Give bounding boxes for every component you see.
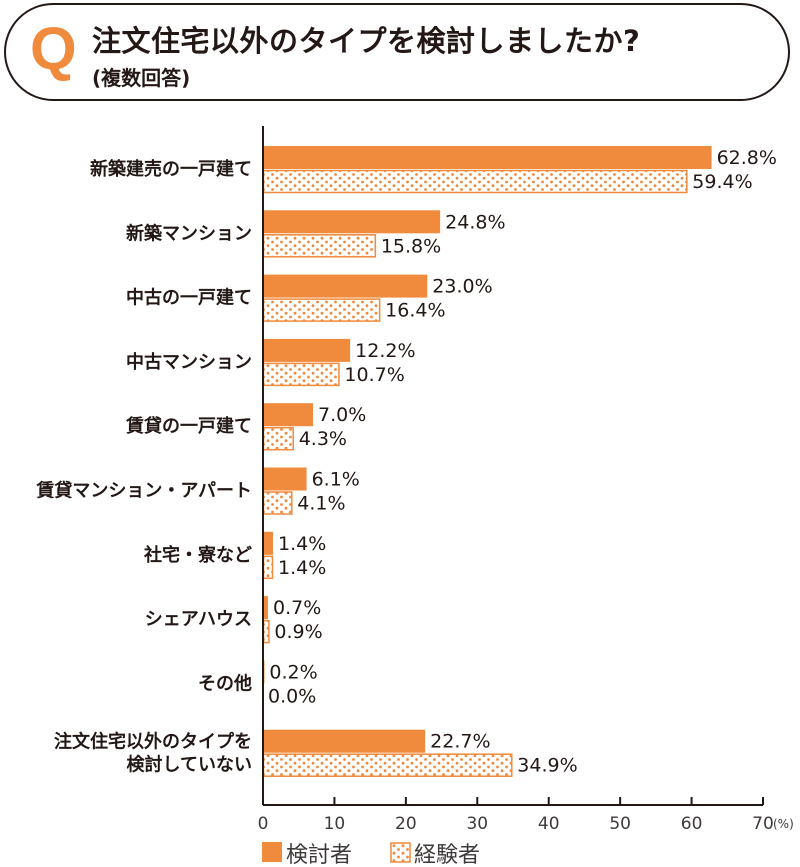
legend-swatch-dotted <box>390 842 411 863</box>
bar-検討者 <box>263 596 268 620</box>
x-tick-label: 40 <box>538 814 560 834</box>
category-label: 社宅・寮など <box>144 544 252 566</box>
value-label: 0.9% <box>274 621 322 643</box>
x-axis-unit: (%) <box>773 817 794 831</box>
category-label: 新築建売の一戸建て <box>90 158 252 180</box>
value-label: 62.8% <box>717 147 777 169</box>
category-label: 新築マンション <box>126 222 252 244</box>
value-label: 6.1% <box>312 469 360 491</box>
bar-経験者 <box>262 362 340 387</box>
value-label: 0.2% <box>269 661 317 683</box>
value-label: 4.3% <box>299 428 347 450</box>
bar-検討者 <box>263 403 313 427</box>
bar-経験者 <box>262 555 274 580</box>
value-label: 0.7% <box>273 597 321 619</box>
question-subtitle: (複数回答) <box>92 66 191 90</box>
category-label: シェアハウス <box>145 609 252 630</box>
bar-検討者 <box>263 729 426 753</box>
category-label: その他 <box>198 672 252 694</box>
bar-検討者 <box>263 274 428 298</box>
value-label: 1.4% <box>278 557 326 579</box>
question-title: 注文住宅以外のタイプを検討しましたか? <box>92 24 641 58</box>
x-tick-label: 50 <box>609 814 631 834</box>
value-label: 1.4% <box>278 533 326 555</box>
x-tick-label: 0 <box>258 814 269 834</box>
value-label: 7.0% <box>318 404 366 426</box>
bar-経験者 <box>262 169 688 194</box>
question-mark-q: Q <box>30 15 77 82</box>
bar-検討者 <box>263 146 712 169</box>
value-label: 16.4% <box>385 300 445 322</box>
value-label: 4.1% <box>297 493 345 515</box>
bar-経験者 <box>262 619 270 644</box>
legend-label: 検討者 <box>286 843 352 867</box>
category-label: 賃貸マンション・アパート <box>35 480 252 502</box>
value-label: 34.9% <box>517 755 577 777</box>
legend-swatch-solid <box>262 842 282 862</box>
value-label: 0.0% <box>268 685 316 707</box>
bar-検討者 <box>263 338 351 362</box>
bar-経験者 <box>262 753 513 777</box>
x-tick-label: 30 <box>466 814 488 834</box>
value-label: 22.7% <box>430 731 490 753</box>
bar-検討者 <box>263 210 441 234</box>
category-label: 注文住宅以外のタイプを検討していない <box>54 731 252 776</box>
bar-経験者 <box>262 426 294 451</box>
category-label: 賃貸の一戸建て <box>125 415 252 437</box>
value-label: 15.8% <box>381 235 441 257</box>
x-tick-label: 20 <box>395 814 417 834</box>
value-label: 23.0% <box>432 276 492 298</box>
bar-検討者 <box>263 531 273 555</box>
x-tick-label: 10 <box>324 814 346 834</box>
value-label: 24.8% <box>445 211 505 233</box>
value-label: 12.2% <box>355 340 415 362</box>
value-label: 59.4% <box>692 171 752 193</box>
legend-label: 経験者 <box>414 843 480 867</box>
x-tick-label: 70 <box>752 814 774 834</box>
question-box <box>4 3 790 101</box>
value-label: 10.7% <box>344 364 404 386</box>
bar-経験者 <box>262 234 377 258</box>
bar-検討者 <box>263 467 307 491</box>
x-tick-label: 60 <box>681 814 703 834</box>
category-label: 中古マンション <box>126 351 252 373</box>
category-label: 中古の一戸建て <box>126 287 252 309</box>
bar-経験者 <box>262 491 293 515</box>
bar-経験者 <box>262 298 381 322</box>
